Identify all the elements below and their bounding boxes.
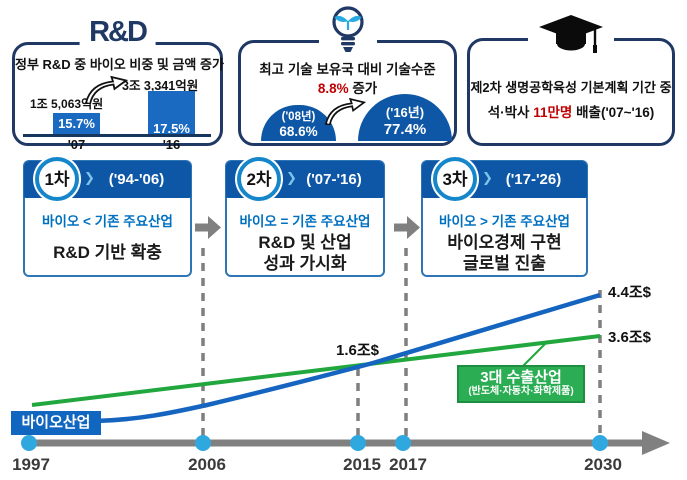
year-2017: 2017 bbox=[389, 455, 427, 474]
chevron-right-icon: ❯ bbox=[286, 170, 297, 185]
bar-cat-16: '16 bbox=[162, 137, 181, 152]
bio-industry-tag: 바이오산업 bbox=[11, 411, 101, 435]
phase-2-badge: 2차 bbox=[237, 157, 281, 201]
edu-line1: 제2차 생명공학육성 기본계획 기간 중 bbox=[470, 80, 672, 95]
dome-2016-year: ('16년) bbox=[385, 105, 425, 120]
edu-line2-highlight: 11만명 bbox=[533, 105, 573, 120]
dome-2016-value: 77.4% bbox=[383, 121, 427, 138]
phase-2-box: 2차 ❯ ('07-'16) 바이오 = 기존 주요산업 R&D 및 산업 성과… bbox=[225, 157, 385, 277]
phase-3-header: 3차 ❯ ('17-'26) bbox=[422, 157, 587, 201]
bar-07: 15.7% bbox=[53, 113, 100, 134]
graduation-cap-icon bbox=[528, 15, 614, 62]
tech-box-subtitle: 8.8% 증가 bbox=[241, 77, 454, 97]
phase-1-box: 1차 ❯ ('94-'06) 바이오 < 기존 주요산업 R&D 기반 확충 bbox=[23, 157, 192, 277]
year-2006: 2006 bbox=[188, 455, 226, 474]
phase-3-period: ('17-'26) bbox=[505, 171, 562, 188]
phase-3-box: 3차 ❯ ('17-'26) 바이오 > 기존 주요산업 바이오경제 구현 글로… bbox=[421, 157, 588, 277]
axis-dot-2017 bbox=[395, 435, 411, 451]
phase-1-goal-line1: R&D 기반 확충 bbox=[53, 243, 162, 262]
export-tag-subtitle: (반도체·자동차·화학제품) bbox=[468, 386, 574, 397]
exports-end-value-label: 3.6조$ bbox=[608, 329, 651, 346]
tech-box-title: 최고 기술 보유국 대비 기술수준 bbox=[259, 62, 436, 77]
phase-2-goal-line2: 성과 가시화 bbox=[263, 254, 347, 273]
exports-label-connector bbox=[522, 340, 549, 367]
dome-2016: ('16년) 77.4% bbox=[358, 94, 452, 141]
bio-line bbox=[94, 292, 601, 424]
phase-3-goal-line2: 글로벌 진출 bbox=[463, 254, 546, 273]
phase-2-goal: R&D 및 산업 성과 가시화 bbox=[227, 232, 383, 274]
increase-arrow-icon bbox=[84, 76, 129, 104]
bar-value-07: 1조 5,063억원 bbox=[30, 97, 104, 111]
edu-line2-suffix: 배출('07~'16) bbox=[572, 105, 655, 120]
dome-2008-value: 68.6% bbox=[279, 124, 318, 139]
axis-dot-2030 bbox=[592, 435, 608, 451]
axis-dot-2006 bbox=[195, 435, 211, 451]
axis-dot-1997 bbox=[21, 435, 37, 451]
year-2030: 2030 bbox=[584, 455, 622, 474]
chevron-right-icon: ❯ bbox=[482, 170, 493, 185]
tech-increase-suffix: 증가 bbox=[348, 81, 378, 96]
tech-level-box: 최고 기술 보유국 대비 기술수준 8.8% 증가 ('08년) 68.6% (… bbox=[238, 5, 457, 146]
phase-3-goal: 바이오경제 구현 글로벌 진출 bbox=[423, 232, 586, 274]
bar-value-16: 3조 3,341억원 bbox=[122, 79, 199, 93]
export-industries-tag: 3대 수출산업 (반도체·자동차·화학제품) bbox=[457, 365, 585, 403]
dome-2008-year: ('08년) bbox=[281, 111, 316, 123]
axis-dot-2015 bbox=[350, 435, 366, 451]
tech-increase-pct: 8.8% bbox=[317, 81, 349, 96]
year-1997: 1997 bbox=[12, 455, 50, 474]
phase-1-badge: 1차 bbox=[35, 157, 79, 201]
rnd-box-title: 정부 R&D 중 바이오 비중 및 금액 증가 bbox=[15, 57, 224, 72]
bar-cat-07: '07 bbox=[67, 137, 86, 152]
axis-arrowhead bbox=[642, 431, 670, 455]
flow-arrow-icon bbox=[394, 216, 420, 239]
edu-line2: 석·박사 11만명 배출('07~'16) bbox=[470, 101, 672, 121]
timeline-chart bbox=[21, 248, 670, 455]
crossover-value-label: 1.6조$ bbox=[336, 342, 379, 359]
phase-1-goal: R&D 기반 확충 bbox=[25, 242, 190, 263]
rnd-logo-text: R&D bbox=[89, 16, 148, 48]
phase-2-comparison: 바이오 = 기존 주요산업 bbox=[239, 214, 371, 229]
edu-line2-prefix: 석·박사 bbox=[487, 105, 534, 120]
increase-arrow-icon bbox=[324, 98, 367, 125]
education-box: 제2차 생명공학육성 기본계획 기간 중 석·박사 11만명 배출('07~'1… bbox=[467, 15, 675, 146]
chevron-right-icon: ❯ bbox=[84, 170, 95, 185]
lightbulb-sprout-icon bbox=[318, 5, 377, 62]
bio-end-value-label: 4.4조$ bbox=[608, 284, 651, 301]
phase-1-header: 1차 ❯ ('94-'06) bbox=[24, 157, 191, 201]
phase-1-comparison: 바이오 < 기존 주요산업 bbox=[42, 214, 173, 229]
phase-1-period: ('94-'06) bbox=[108, 171, 165, 188]
flow-arrow-icon bbox=[195, 216, 221, 239]
bar-baseline bbox=[23, 134, 211, 137]
phase-3-comparison: 바이오 > 기존 주요산업 bbox=[439, 214, 570, 229]
phase-2-goal-line1: R&D 및 산업 bbox=[258, 233, 352, 252]
year-2015: 2015 bbox=[343, 455, 381, 474]
rnd-logo: R&D bbox=[79, 18, 156, 47]
bar-16: 17.5% bbox=[148, 91, 195, 136]
exports-line bbox=[31, 334, 601, 407]
phase-2-period: ('07-'16) bbox=[306, 171, 362, 188]
export-tag-title: 3대 수출산업 bbox=[480, 369, 562, 386]
phase-3-goal-line1: 바이오경제 구현 bbox=[447, 233, 562, 252]
rnd-summary-box: R&D 정부 R&D 중 바이오 비중 및 금액 증가 1조 5,063억원 3… bbox=[12, 18, 224, 152]
dome-2008: ('08년) 68.6% bbox=[261, 105, 336, 141]
phase-2-header: 2차 ❯ ('07-'16) bbox=[226, 157, 384, 201]
phase-3-badge: 3차 bbox=[433, 157, 477, 201]
